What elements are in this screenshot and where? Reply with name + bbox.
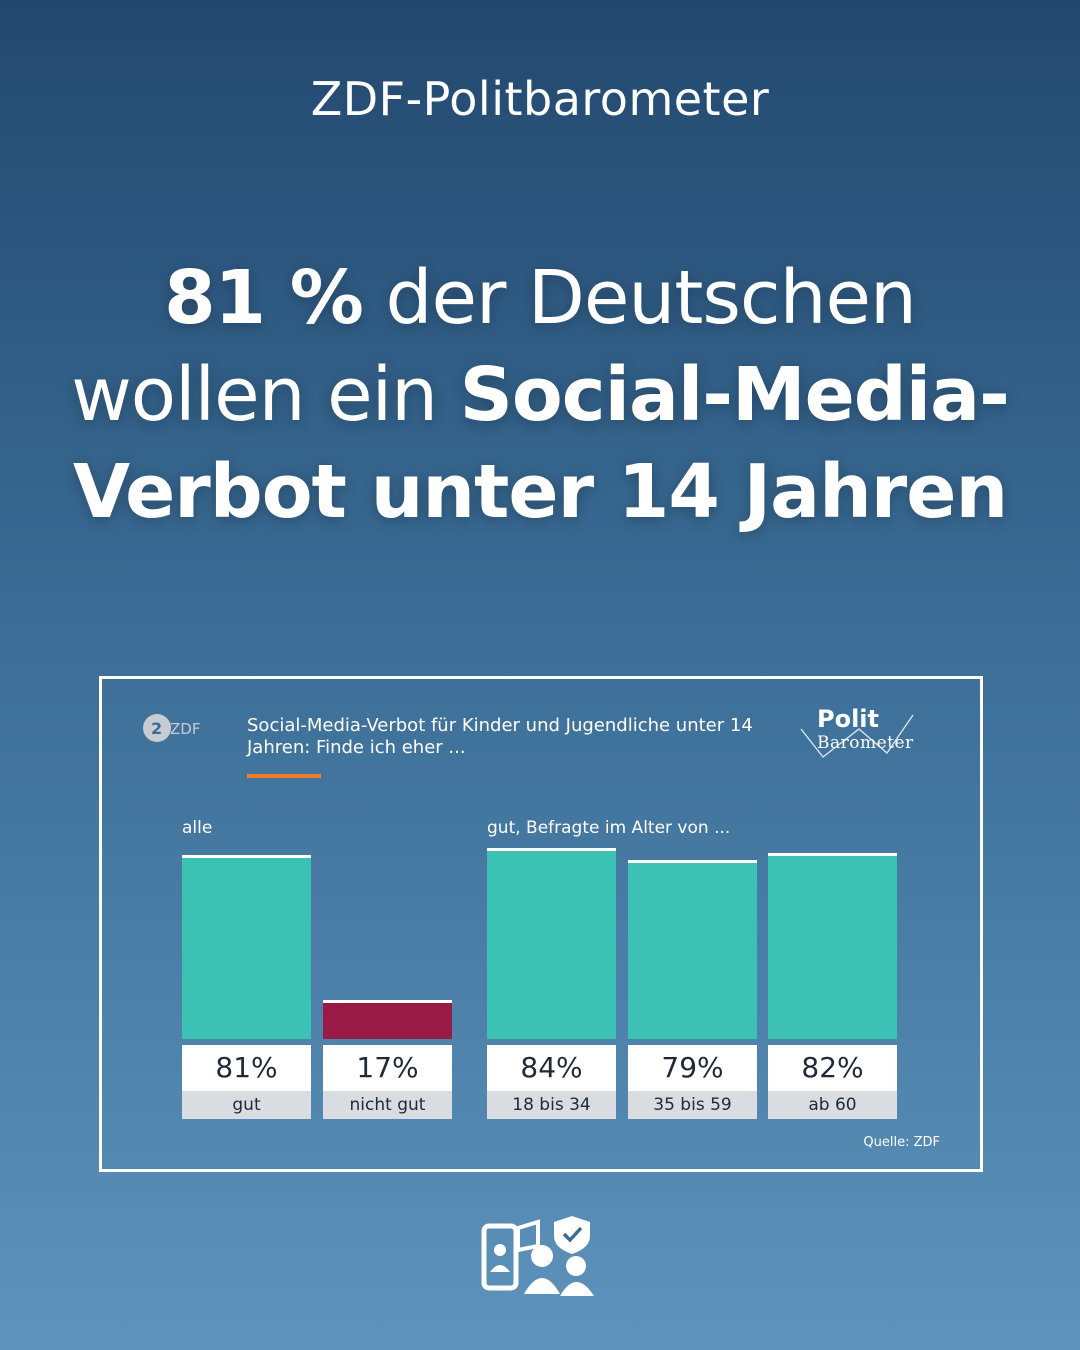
bar-alle-0	[182, 855, 311, 1039]
title-accent-rule	[247, 774, 321, 778]
category-label: nicht gut	[323, 1091, 452, 1119]
politbarometer-checkmark-icon	[800, 714, 914, 758]
group-label-alle: alle	[182, 818, 213, 838]
politbarometer-logo-line1: Polit	[817, 705, 880, 733]
bar-alle-1	[323, 1000, 452, 1039]
zdf-logo-circle	[143, 714, 171, 742]
bar-alter-1	[628, 859, 757, 1039]
phone-family-shield-icon	[481, 1216, 594, 1296]
value-label: 82%	[768, 1045, 897, 1091]
value-label: 84%	[487, 1045, 616, 1091]
category-label: gut	[182, 1091, 311, 1119]
category-label: 18 bis 34	[487, 1091, 616, 1119]
chart-title: Social-Media-Verbot für Kinder und Jugen…	[247, 715, 753, 758]
chart-frame: 2 ZDF Social-Media-Verbot für Kinder und…	[99, 676, 983, 1172]
category-label: ab 60	[768, 1091, 897, 1119]
bar-alter-2	[768, 852, 897, 1039]
politbarometer-logo: Polit Barometer	[797, 705, 917, 761]
headline: 81 % der Deutschen wollen ein Social-Med…	[60, 250, 1020, 541]
bar-alter-0	[487, 848, 616, 1039]
value-label: 17%	[323, 1045, 452, 1091]
zdf-logo-two: 2	[151, 719, 162, 738]
headline-text-light: der Deutschen wollen ein	[71, 255, 917, 438]
group-label-age: gut, Befragte im Alter von ...	[487, 818, 731, 838]
category-label: 35 bis 59	[628, 1091, 757, 1119]
value-label: 81%	[182, 1045, 311, 1091]
zdf-logo: 2 ZDF	[143, 714, 200, 742]
politbarometer-logo-line2: Barometer	[817, 733, 914, 753]
kicker: ZDF-Politbarometer	[310, 72, 770, 126]
headline-text-bold: Social-Media-Verbot unter 14 Jahren	[72, 352, 1010, 535]
source-note: Quelle: ZDF	[863, 1135, 940, 1150]
zdf-logo-text: ZDF	[170, 720, 200, 738]
headline-percent: 81 %	[164, 255, 364, 341]
value-label: 79%	[628, 1045, 757, 1091]
